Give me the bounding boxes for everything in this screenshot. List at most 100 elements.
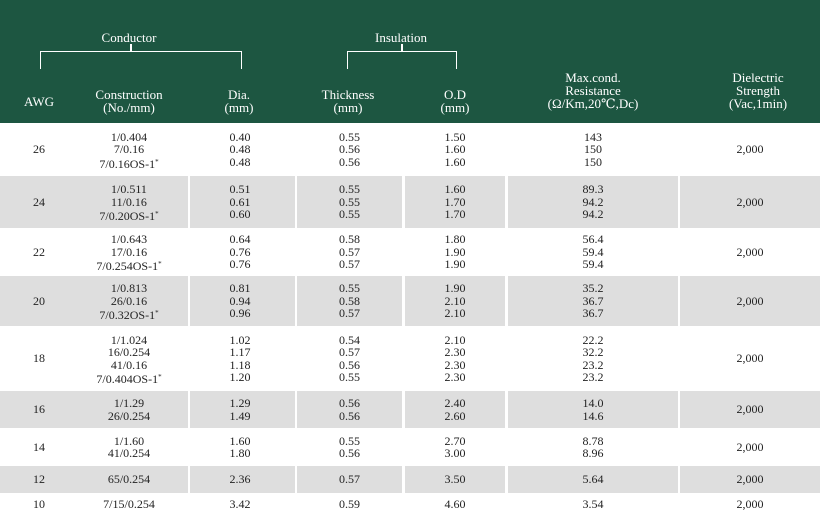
- cell-dielectric: 2,000: [736, 244, 764, 259]
- row-shade: [0, 391, 188, 428]
- cell-construction: 1/0.404 7/0.16 7/0.16OS-1*: [99, 129, 159, 171]
- row-shade: [297, 391, 402, 428]
- row-shade: [680, 176, 820, 228]
- row-shade: [0, 466, 188, 493]
- cell-resistance: 3.54: [582, 496, 604, 511]
- cell-dia: 1.60 1.80: [229, 433, 251, 460]
- cell-construction: 1/0.511 11/0.16 7/0.20OS-1*: [99, 182, 159, 224]
- footnote-star: *: [155, 157, 159, 166]
- row-shade: [680, 391, 820, 428]
- row-shade: [405, 276, 505, 326]
- table-row: 14 1/1.60 41/0.254 1.60 1.80 0.55 0.56 2.70 3.00…: [0, 428, 820, 466]
- group-label-insulation: Insulation: [375, 30, 427, 45]
- row-shade: [680, 276, 820, 326]
- row-shade: [297, 466, 402, 493]
- col-header-od: O.D (mm): [440, 87, 470, 115]
- row-shade: [405, 466, 505, 493]
- table-row: 10 7/15/0.254 3.42 0.59 4.60 3.54 2,000: [0, 493, 820, 515]
- row-shade: [680, 466, 820, 493]
- cell-construction: 7/15/0.254: [103, 496, 155, 511]
- cell-od: 4.60: [444, 496, 466, 511]
- cell-resistance: 22.2 32.2 23.2 23.2: [582, 332, 604, 384]
- cell-dielectric: 2,000: [736, 351, 764, 366]
- cell-od: 2.70 3.00: [444, 433, 466, 460]
- cell-od: 1.60 1.70 1.70: [444, 182, 466, 222]
- cell-resistance: 8.78 8.96: [582, 433, 604, 460]
- cell-od: 2.40 2.60: [444, 396, 466, 423]
- cell-dielectric: 2,000: [736, 293, 764, 308]
- cell-resistance: 5.64: [582, 472, 604, 487]
- group-label-conductor: Conductor: [101, 30, 157, 45]
- cell-dielectric: 2,000: [736, 439, 764, 454]
- cell-od: 1.50 1.60 1.60: [444, 129, 466, 169]
- footnote-star: *: [155, 210, 159, 219]
- cell-construction: 1/0.813 26/0.16 7/0.32OS-1*: [99, 281, 159, 323]
- table-row: 20 1/0.813 26/0.16 7/0.32OS-1* 0.81 0.94 0.96 0…: [0, 276, 820, 326]
- row-shade: [0, 276, 188, 326]
- cell-construction: 1/1.024 16/0.254 41/0.16 7/0.404OS-1*: [96, 332, 162, 386]
- cell-awg: 18: [33, 351, 45, 366]
- cell-awg: 16: [33, 402, 45, 417]
- cell-thickness: 0.55 0.56: [339, 433, 360, 460]
- table-row: 22 1/0.643 17/0.16 7/0.254OS-1* 0.64 0.76 0.76…: [0, 228, 820, 276]
- table-row: 12 65/0.254 2.36 0.57 3.50 5.64 2,000: [0, 466, 820, 493]
- table-row: 24 1/0.511 11/0.16 7/0.20OS-1* 0.51 0.61 0.60 0…: [0, 176, 820, 228]
- cell-awg: 26: [33, 142, 45, 157]
- bracket-conductor-stem: [130, 44, 132, 52]
- cell-thickness: 0.57: [339, 472, 360, 487]
- col-header-resistance: Max.cond. Resistance (Ω/Km,20℃,Dc): [547, 70, 639, 111]
- row-shade: [508, 466, 678, 493]
- cell-dia: 0.40 0.48 0.48: [229, 129, 251, 169]
- cell-dia: 3.42: [229, 496, 251, 511]
- cell-awg: 10: [33, 496, 45, 511]
- row-shade: [190, 276, 295, 326]
- cell-thickness: 0.59: [339, 496, 360, 511]
- cell-resistance: 56.4 59.4 59.4: [582, 232, 604, 272]
- cell-thickness: 0.56 0.56: [339, 396, 360, 423]
- cell-construction: 65/0.254: [107, 472, 151, 487]
- cell-dia: 1.02 1.17 1.18 1.20: [229, 332, 251, 384]
- table-row: 18 1/1.024 16/0.254 41/0.16 7/0.404OS-1* 1.02…: [0, 326, 820, 391]
- col-header-thickness: Thickness (mm): [321, 87, 375, 115]
- cell-dielectric: 2,000: [736, 472, 764, 487]
- cell-awg: 24: [33, 194, 45, 209]
- cell-construction: 1/0.643 17/0.16 7/0.254OS-1*: [96, 232, 162, 274]
- row-shade: [508, 176, 678, 228]
- row-shade: [190, 466, 295, 493]
- bracket-conductor: [40, 51, 242, 69]
- cell-resistance: 143 150 150: [584, 129, 602, 169]
- row-shade: [405, 176, 505, 228]
- footnote-star: *: [158, 260, 162, 269]
- cell-resistance: 89.3 94.2 94.2: [582, 182, 604, 222]
- col-header-dia: Dia. (mm): [224, 87, 254, 115]
- bracket-insulation: [347, 51, 457, 69]
- col-header-awg: AWG: [23, 94, 54, 109]
- cell-thickness: 0.55 0.58 0.57: [339, 281, 360, 321]
- table-header: Conductor Insulation AWG Construction (N…: [0, 0, 820, 123]
- cell-construction: 1/1.29 26/0.254: [107, 396, 151, 423]
- table-row: 16 1/1.29 26/0.254 1.29 1.49 0.56 0.56 2.40 2.60…: [0, 391, 820, 428]
- cell-awg: 22: [33, 244, 45, 259]
- cell-thickness: 0.58 0.57 0.57: [339, 232, 360, 272]
- row-shade: [0, 176, 188, 228]
- cell-thickness: 0.55 0.55 0.55: [339, 182, 360, 222]
- col-header-construction: Construction (No./mm): [95, 87, 163, 115]
- cell-od: 1.90 2.10 2.10: [444, 281, 466, 321]
- cell-dia: 2.36: [229, 472, 251, 487]
- cell-construction: 1/1.60 41/0.254: [107, 433, 151, 460]
- row-shade: [508, 276, 678, 326]
- cell-awg: 12: [33, 472, 45, 487]
- cell-od: 2.10 2.30 2.30 2.30: [444, 332, 466, 384]
- cell-awg: 14: [33, 439, 45, 454]
- cell-dia: 0.81 0.94 0.96: [229, 281, 251, 321]
- col-header-dielectric: Dielectric Strength (Vac,1min): [728, 70, 788, 111]
- footnote-star: *: [155, 309, 159, 318]
- cell-dia: 0.51 0.61 0.60: [229, 182, 251, 222]
- cell-awg: 20: [33, 293, 45, 308]
- cell-dielectric: 2,000: [736, 402, 764, 417]
- bracket-insulation-stem: [401, 44, 403, 52]
- cell-dielectric: 2,000: [736, 496, 764, 511]
- cell-dielectric: 2,000: [736, 194, 764, 209]
- cell-resistance: 35.2 36.7 36.7: [582, 281, 604, 321]
